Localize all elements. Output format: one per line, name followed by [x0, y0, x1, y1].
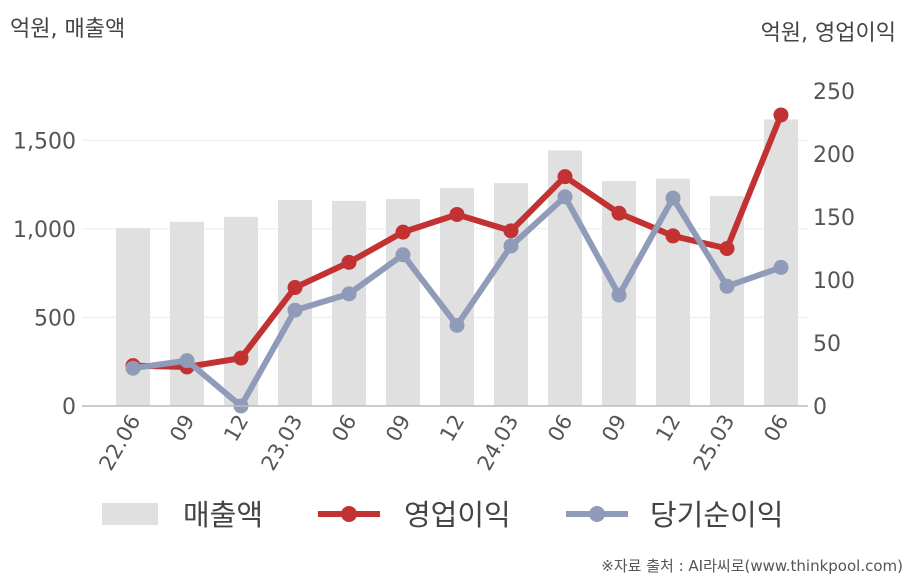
bar-매출액-6 [440, 188, 474, 406]
point-당기순이익-11 [719, 278, 735, 294]
point-당기순이익-10 [665, 190, 681, 206]
legend-label: 영업이익 [404, 498, 511, 532]
right-tick-label: 250 [813, 80, 855, 105]
legend-label: 매출액 [183, 498, 263, 532]
point-영업이익-7 [503, 223, 519, 239]
x-tick-label: 06 [759, 411, 793, 446]
point-당기순이익-8 [557, 189, 573, 205]
legend-marker-영업이익 [341, 506, 357, 522]
x-tick-label: 12 [435, 411, 469, 446]
x-tick-label: 25.03 [688, 411, 739, 475]
right-tick-label: 150 [813, 206, 855, 231]
right-tick-label: 0 [813, 395, 827, 420]
bar-매출액-2 [224, 216, 258, 406]
x-tick-label: 09 [381, 411, 415, 446]
point-영업이익-2 [233, 350, 249, 366]
x-tick-label: 09 [597, 411, 631, 446]
bar-매출액-1 [170, 221, 204, 406]
x-tick-label: 24.03 [472, 411, 523, 475]
x-tick-label: 06 [543, 411, 577, 446]
legend-marker-당기순이익 [589, 506, 605, 522]
bar-매출액-11 [710, 196, 744, 406]
point-당기순이익-9 [611, 287, 627, 303]
right-tick-label: 200 [813, 143, 855, 168]
legend-label: 당기순이익 [650, 498, 783, 532]
right-tick-label: 100 [813, 269, 855, 294]
right-axis-unit: 억원, 영업이익 [761, 21, 896, 46]
right-tick-label: 50 [813, 332, 841, 357]
left-tick-label: 1,500 [13, 129, 76, 154]
point-당기순이익-6 [449, 317, 465, 333]
point-당기순이익-5 [395, 247, 411, 263]
x-tick-label: 06 [327, 411, 361, 446]
point-영업이익-10 [665, 228, 681, 244]
point-영업이익-3 [287, 280, 303, 296]
bar-매출액-4 [332, 200, 366, 406]
point-영업이익-4 [341, 254, 357, 270]
point-영업이익-5 [395, 224, 411, 240]
point-영업이익-8 [557, 169, 573, 185]
point-당기순이익-3 [287, 302, 303, 318]
left-tick-label: 0 [62, 395, 76, 420]
point-영업이익-11 [719, 241, 735, 256]
legend-swatch-매출액 [102, 503, 158, 525]
legend: 매출액 영업이익 당기순이익 [102, 498, 783, 532]
point-영업이익-12 [773, 107, 789, 123]
point-영업이익-9 [611, 205, 627, 221]
x-tick-label: 09 [165, 411, 199, 446]
left-tick-label: 1,000 [13, 218, 76, 243]
point-영업이익-6 [449, 206, 465, 222]
point-당기순이익-4 [341, 286, 357, 302]
x-tick-label: 23.03 [256, 411, 307, 475]
point-당기순이익-1 [179, 353, 195, 369]
x-tick-label: 22.06 [94, 411, 145, 475]
bar-매출액-0 [116, 227, 150, 406]
source-note: ※자료 출처 : AI라씨로(www.thinkpool.com) [601, 557, 903, 575]
point-당기순이익-0 [125, 360, 141, 376]
x-tick-label: 12 [651, 411, 685, 446]
point-당기순이익-7 [503, 238, 519, 254]
x-tick-label: 12 [219, 411, 253, 446]
left-tick-label: 500 [34, 306, 76, 331]
left-axis-unit: 억원, 매출액 [10, 17, 125, 42]
point-당기순이익-12 [773, 259, 789, 275]
